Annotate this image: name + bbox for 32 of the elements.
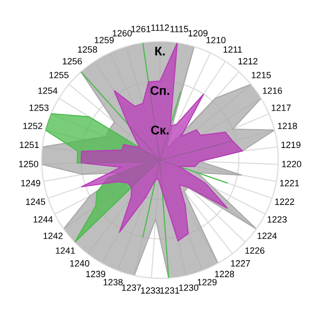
spoke-label: 1224: [258, 232, 277, 239]
spoke-label: 1219: [281, 142, 300, 148]
spoke-label: 1221: [280, 180, 300, 186]
spoke-label: 1215: [252, 72, 271, 78]
spoke-label: 1217: [272, 104, 291, 111]
spoke-label: 1220: [282, 160, 302, 168]
spoke-label: 1222: [275, 198, 294, 205]
spoke-label: 1223: [268, 216, 287, 223]
spoke-label: 1218: [278, 122, 297, 130]
spoke-label: 1237: [122, 284, 141, 291]
spoke-label: 1115: [170, 26, 188, 32]
spoke-label: 1252: [23, 122, 42, 130]
spoke-label: 1227: [231, 260, 250, 266]
spoke-label: 1251: [20, 142, 39, 148]
spoke-label: 1209: [188, 30, 208, 36]
spoke-label: 1226: [245, 247, 264, 254]
spoke-label: 1230: [179, 284, 198, 291]
spoke-label: 1249: [21, 180, 40, 186]
spoke-label: 1261: [131, 26, 150, 32]
spoke-label: 1250: [19, 160, 38, 168]
spoke-label: 1259: [94, 36, 114, 44]
spoke-label: 1231: [160, 287, 180, 294]
spoke-label: 1260: [112, 30, 132, 36]
spoke-label: 1245: [26, 198, 46, 205]
spoke-label: 1253: [30, 104, 49, 111]
spoke-label: 1212: [238, 58, 258, 64]
spoke-label: 1210: [206, 36, 226, 44]
spoke-label: 1229: [198, 278, 217, 286]
spoke-label: 1233: [141, 287, 160, 294]
spoke-label: 1216: [262, 87, 282, 94]
spoke-label: 1238: [104, 278, 123, 286]
spoke-label: 1112: [151, 24, 169, 31]
